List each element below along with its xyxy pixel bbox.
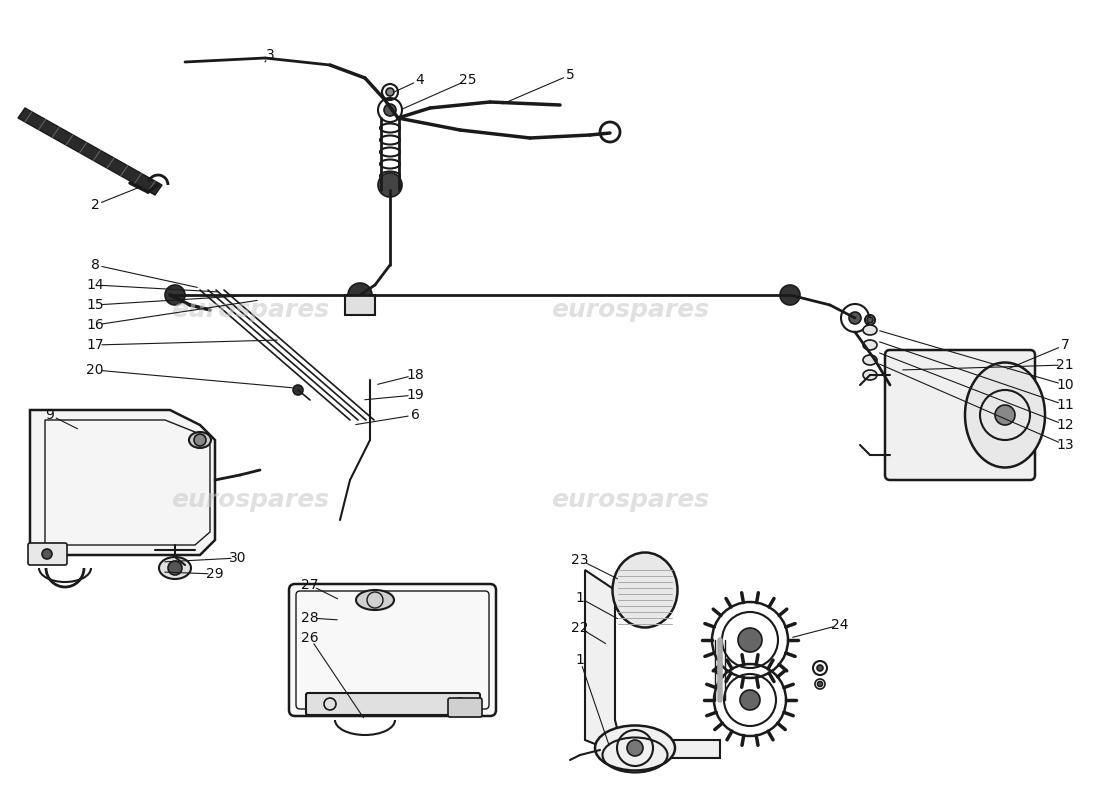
Circle shape [817, 682, 823, 686]
Circle shape [996, 405, 1015, 425]
FancyBboxPatch shape [289, 584, 496, 716]
FancyBboxPatch shape [448, 698, 482, 717]
Text: 1: 1 [575, 653, 584, 667]
Text: 2: 2 [90, 198, 99, 212]
Text: 6: 6 [410, 408, 419, 422]
Ellipse shape [613, 553, 678, 627]
Text: 23: 23 [571, 553, 588, 567]
FancyBboxPatch shape [886, 350, 1035, 480]
Text: 4: 4 [416, 73, 425, 87]
Circle shape [165, 285, 185, 305]
Text: eurospares: eurospares [551, 488, 710, 512]
Circle shape [817, 665, 823, 671]
Text: 13: 13 [1056, 438, 1074, 452]
Circle shape [386, 88, 394, 96]
Text: 30: 30 [229, 551, 246, 565]
Circle shape [780, 285, 800, 305]
Text: 18: 18 [406, 368, 424, 382]
Circle shape [627, 740, 644, 756]
Ellipse shape [595, 726, 675, 770]
Polygon shape [18, 108, 162, 195]
Ellipse shape [189, 432, 211, 448]
Circle shape [293, 385, 303, 395]
Text: 11: 11 [1056, 398, 1074, 412]
Text: 20: 20 [86, 363, 103, 377]
Text: 3: 3 [265, 48, 274, 62]
Text: 24: 24 [832, 618, 849, 632]
Circle shape [348, 283, 372, 307]
Text: 14: 14 [86, 278, 103, 292]
Polygon shape [585, 570, 720, 758]
Text: 15: 15 [86, 298, 103, 312]
Circle shape [867, 317, 873, 323]
Text: 29: 29 [206, 567, 223, 581]
Text: eurospares: eurospares [170, 298, 329, 322]
Text: 19: 19 [406, 388, 424, 402]
Ellipse shape [965, 362, 1045, 467]
Polygon shape [345, 295, 375, 315]
Circle shape [849, 312, 861, 324]
Text: 7: 7 [1060, 338, 1069, 352]
Circle shape [740, 690, 760, 710]
Text: 9: 9 [45, 408, 54, 422]
Text: 17: 17 [86, 338, 103, 352]
FancyBboxPatch shape [28, 543, 67, 565]
Ellipse shape [864, 355, 877, 365]
Text: 27: 27 [301, 578, 319, 592]
Ellipse shape [864, 325, 877, 335]
Text: 21: 21 [1056, 358, 1074, 372]
Ellipse shape [356, 590, 394, 610]
Ellipse shape [864, 370, 877, 380]
Text: 12: 12 [1056, 418, 1074, 432]
Text: 10: 10 [1056, 378, 1074, 392]
Circle shape [194, 434, 206, 446]
Text: eurospares: eurospares [170, 488, 329, 512]
Circle shape [378, 173, 402, 197]
Text: eurospares: eurospares [551, 298, 710, 322]
Polygon shape [30, 410, 214, 555]
Text: 8: 8 [90, 258, 99, 272]
Circle shape [168, 561, 182, 575]
Text: 5: 5 [565, 68, 574, 82]
Circle shape [42, 549, 52, 559]
Ellipse shape [864, 340, 877, 350]
Text: 22: 22 [571, 621, 588, 635]
Ellipse shape [160, 557, 191, 579]
Text: 25: 25 [460, 73, 476, 87]
Text: 26: 26 [301, 631, 319, 645]
Text: 16: 16 [86, 318, 103, 332]
Text: 28: 28 [301, 611, 319, 625]
Circle shape [738, 628, 762, 652]
FancyBboxPatch shape [306, 693, 480, 715]
Circle shape [384, 104, 396, 116]
Text: 1: 1 [575, 591, 584, 605]
